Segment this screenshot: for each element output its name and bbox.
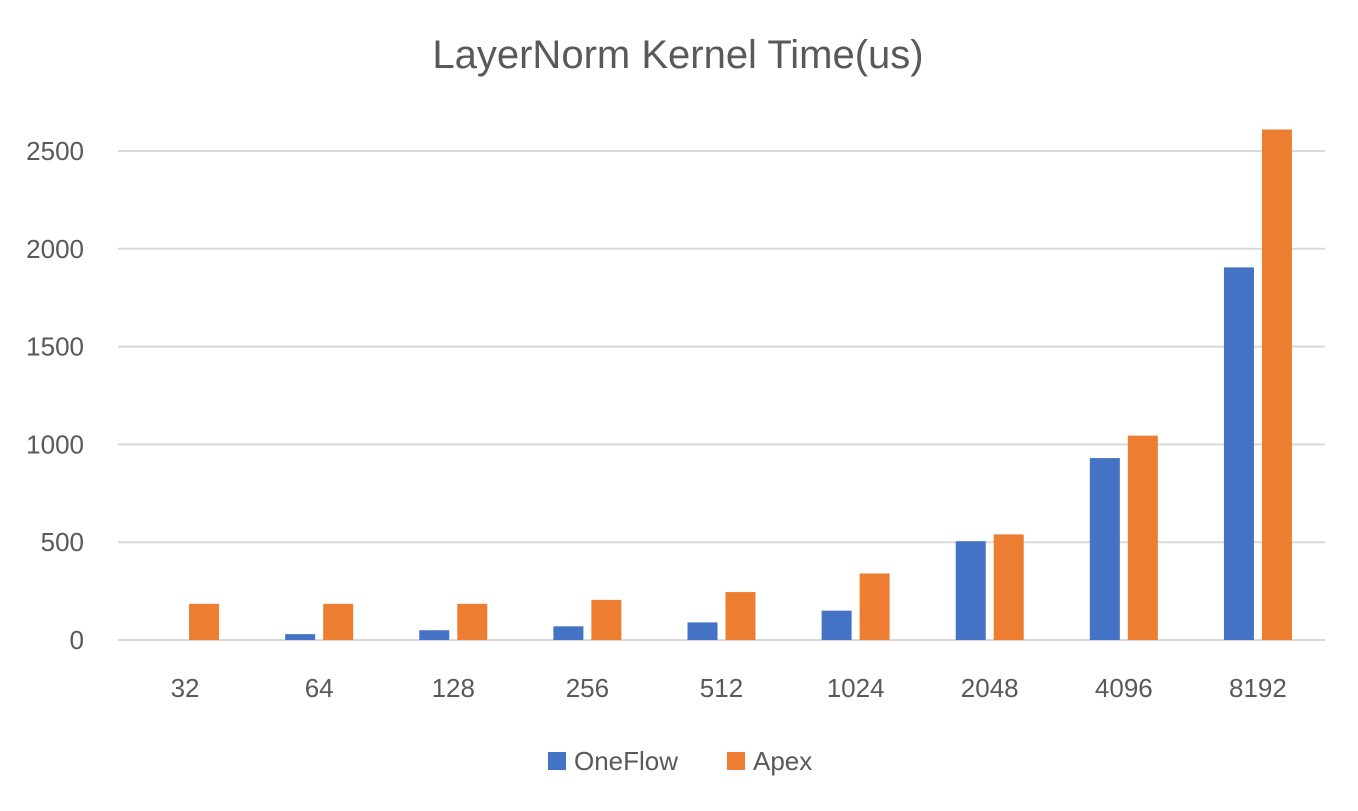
legend-swatch-apex (727, 752, 745, 770)
x-tick-label: 64 (305, 673, 334, 703)
bar-apex-32 (189, 603, 220, 640)
x-tick-label: 32 (171, 673, 200, 703)
bar-apex-64 (323, 603, 354, 640)
x-tick-label: 1024 (827, 673, 885, 703)
x-tick-label: 128 (432, 673, 475, 703)
y-axis-tick-labels: 0 500 1000 1500 2000 2500 (26, 136, 84, 655)
bar-oneflow-512 (687, 622, 718, 640)
y-tick-label: 2500 (26, 136, 84, 166)
bar-oneflow-8192 (1223, 267, 1254, 640)
y-tick-label: 1500 (26, 332, 84, 362)
y-tick-label: 0 (70, 625, 84, 655)
bar-apex-4096 (1127, 435, 1158, 640)
y-tick-label: 1000 (26, 429, 84, 459)
bar-apex-8192 (1261, 129, 1292, 640)
bar-oneflow-4096 (1089, 458, 1120, 640)
x-axis-tick-labels: 32 64 128 256 512 1024 2048 4096 8192 (171, 673, 1287, 703)
y-tick-label: 2000 (26, 234, 84, 264)
x-tick-label: 8192 (1229, 673, 1287, 703)
bar-oneflow-2048 (955, 541, 986, 640)
x-tick-label: 256 (566, 673, 609, 703)
x-tick-label: 512 (700, 673, 743, 703)
y-tick-label: 500 (41, 527, 84, 557)
bar-oneflow-256 (553, 626, 584, 640)
bar-oneflow-1024 (821, 610, 852, 640)
legend: OneFlow Apex (548, 746, 812, 776)
legend-swatch-oneflow (548, 752, 566, 770)
bar-apex-2048 (993, 534, 1024, 640)
bars (189, 129, 1292, 640)
bar-oneflow-64 (285, 634, 316, 640)
bar-apex-128 (457, 603, 488, 640)
chart-title: LayerNorm Kernel Time(us) (432, 33, 923, 77)
x-tick-label: 2048 (961, 673, 1019, 703)
legend-label-apex: Apex (753, 746, 812, 776)
bar-apex-256 (591, 599, 622, 640)
bar-oneflow-128 (419, 630, 450, 640)
bar-apex-1024 (859, 573, 890, 640)
legend-label-oneflow: OneFlow (574, 746, 678, 776)
gridlines (118, 150, 1325, 641)
bar-apex-512 (725, 592, 756, 640)
x-tick-label: 4096 (1095, 673, 1153, 703)
